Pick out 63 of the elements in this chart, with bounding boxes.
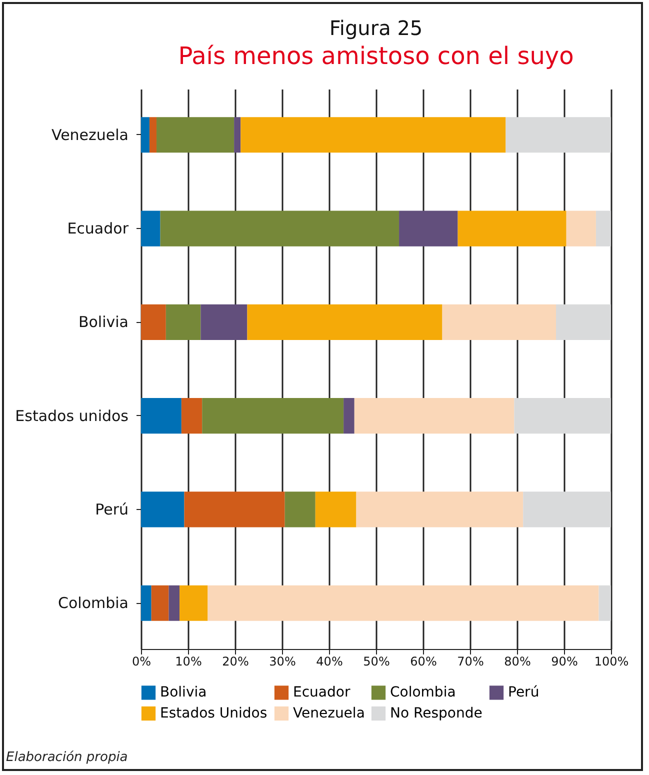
y-tick-label: Ecuador (67, 220, 130, 238)
bar (141, 492, 184, 528)
y-tick-label: Bolivia (78, 313, 128, 332)
x-tick-label: 60% (410, 654, 437, 668)
bar (141, 210, 160, 246)
bar (180, 585, 208, 621)
y-tick-label: Colombia (58, 594, 128, 612)
bar (151, 585, 169, 621)
bar (141, 585, 152, 621)
bar (442, 304, 556, 340)
legend-label: No Responde (390, 706, 482, 722)
x-tick-label: 10% (175, 654, 202, 668)
y-tick-label: Perú (95, 500, 128, 518)
x-tick-label: 70% (457, 654, 484, 668)
chart-subtitle: País menos amistoso con el suyo (178, 42, 574, 70)
bar (168, 585, 180, 621)
bar (181, 398, 202, 434)
bar (200, 304, 248, 340)
legend-label: Perú (508, 684, 540, 701)
bar (234, 117, 241, 153)
bar (458, 210, 566, 246)
x-tick-label: 0% (132, 654, 152, 668)
x-tick-label: 20% (222, 654, 249, 668)
bar (202, 398, 344, 434)
bar (149, 117, 157, 153)
bar (506, 117, 611, 153)
bar (160, 210, 400, 246)
legend-label: Bolivia (160, 684, 207, 701)
bar (596, 210, 611, 246)
legend-label: Estados Unidos (160, 706, 268, 722)
bar (240, 117, 506, 153)
legend-label: Ecuador (293, 684, 350, 701)
x-tick-label: 50% (363, 654, 390, 668)
bar (344, 398, 354, 434)
x-tick-label: 90% (551, 654, 578, 668)
bar (141, 304, 166, 340)
bar (598, 585, 611, 621)
bar (184, 492, 285, 528)
bar (354, 398, 514, 434)
text: Elaboración propia (6, 750, 128, 765)
chart-title: Figura 25 (329, 16, 423, 40)
bar (556, 304, 611, 340)
legend-label: Venezuela (293, 706, 365, 722)
y-tick-label: Venezuela (51, 126, 128, 144)
bar (247, 304, 442, 340)
x-tick-label: 100% (594, 654, 629, 668)
bar (315, 492, 356, 528)
bar (514, 398, 611, 434)
bar (156, 117, 234, 153)
bar (141, 117, 150, 153)
bar (166, 304, 201, 340)
bar (399, 210, 458, 246)
bar (523, 492, 611, 528)
legend-label: Colombia (390, 684, 456, 701)
y-tick-label: Estados unidos (15, 406, 129, 425)
bar (356, 492, 524, 528)
bar (284, 492, 316, 528)
bar (566, 210, 596, 246)
bar (208, 585, 599, 621)
x-tick-label: 40% (316, 654, 343, 668)
x-tick-label: 80% (504, 654, 531, 668)
x-tick-label: 30% (269, 654, 296, 668)
bar (141, 398, 182, 434)
